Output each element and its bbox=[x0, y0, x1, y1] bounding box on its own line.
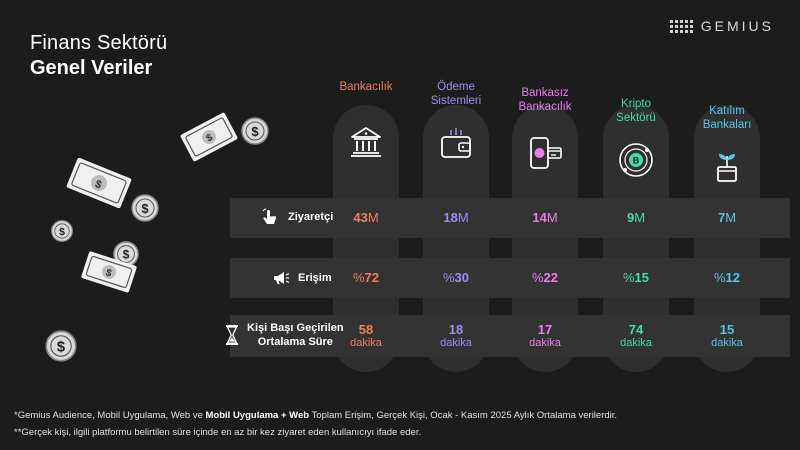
column-label-odeme-sistemleri: Ödeme Sistemleri bbox=[430, 81, 482, 107]
pointer-hand-icon bbox=[262, 208, 277, 224]
svg-text:$: $ bbox=[93, 178, 103, 191]
value: 18 bbox=[443, 210, 458, 225]
row-band-ziyaretci bbox=[230, 198, 790, 238]
coin-icon: $ bbox=[51, 220, 73, 242]
unit: dakika bbox=[529, 337, 561, 349]
banknote-icon: $ bbox=[180, 112, 238, 162]
value: 14 bbox=[532, 210, 547, 225]
svg-text:$: $ bbox=[141, 201, 149, 216]
value: 22 bbox=[543, 270, 559, 285]
reach-bankasiz-bankacilik: %22 bbox=[505, 270, 585, 285]
row-label-text-line2: Ortalama Süre bbox=[257, 336, 333, 348]
row-label-text-line1: Kişi Başı Geçirilen bbox=[247, 322, 344, 334]
visitors-kripto-sektoru: 9M bbox=[596, 210, 676, 225]
value: 9 bbox=[626, 210, 635, 225]
value: 18 bbox=[448, 322, 464, 337]
unit: M bbox=[725, 210, 737, 225]
value: 74 bbox=[628, 322, 644, 337]
svg-text:$: $ bbox=[205, 132, 215, 145]
visitors-katilim-bankalari: 7M bbox=[687, 210, 767, 225]
footnote-2: **Gerçek kişi, ilgili platformu belirtil… bbox=[14, 427, 422, 438]
unit: M bbox=[546, 210, 558, 225]
megaphone-icon bbox=[274, 272, 290, 284]
unit: dakika bbox=[350, 337, 382, 349]
unit: M bbox=[457, 210, 469, 225]
row-label-text: Ziyaretçi bbox=[288, 211, 334, 223]
row-label-erisim: Erişim bbox=[272, 270, 332, 286]
banknote-icon: $ bbox=[66, 157, 132, 209]
unit: % bbox=[622, 270, 635, 285]
wallet-icon bbox=[441, 128, 471, 158]
footnote-1-suffix: Toplam Erişim, Gerçek Kişi, Ocak - Kasım… bbox=[311, 410, 618, 421]
row-label-ziyaretci: Ziyaretçi bbox=[260, 208, 333, 226]
svg-text:$: $ bbox=[123, 248, 130, 262]
svg-text:$: $ bbox=[104, 267, 113, 279]
unit: % bbox=[442, 270, 455, 285]
reach-katilim-bankalari: %12 bbox=[687, 270, 767, 285]
bank-icon bbox=[351, 127, 381, 157]
visitors-odeme-sistemleri: 18M bbox=[416, 210, 496, 225]
duration-bankasiz-bankacilik: 17 dakika bbox=[505, 322, 585, 349]
reach-bankacilik: %72 bbox=[326, 270, 406, 285]
coin-icon: $ bbox=[241, 117, 269, 145]
svg-text:$: $ bbox=[57, 340, 65, 356]
value: 7 bbox=[717, 210, 726, 225]
svg-text:$: $ bbox=[59, 227, 65, 238]
value: 15 bbox=[634, 270, 650, 285]
unit: M bbox=[634, 210, 646, 225]
column-label-katilim-bankalari: Katılım Bankaları bbox=[702, 105, 752, 131]
visitors-bankacilik: 43M bbox=[326, 210, 406, 225]
value: 72 bbox=[364, 270, 380, 285]
coin-icon: $ bbox=[45, 330, 77, 362]
value: 43 bbox=[353, 210, 368, 225]
page-title-line2: Genel Veriler bbox=[30, 57, 153, 79]
hourglass-icon bbox=[226, 325, 238, 345]
coin-icon: $ bbox=[131, 194, 159, 222]
banknote-icon: $ bbox=[81, 251, 137, 293]
svg-text:$: $ bbox=[251, 124, 259, 139]
bitcoin-icon: B bbox=[619, 143, 653, 177]
logo-grid-icon bbox=[669, 19, 693, 33]
row-band-erisim bbox=[230, 258, 790, 298]
unit: % bbox=[352, 270, 365, 285]
column-label-bankasiz-bankacilik: Bankasız Bankacılık bbox=[518, 87, 572, 113]
value: 12 bbox=[725, 270, 741, 285]
unit: M bbox=[367, 210, 379, 225]
value: 15 bbox=[719, 322, 735, 337]
footnote-1-prefix: *Gemius Audience, Mobil Uygulama, Web ve bbox=[14, 410, 203, 421]
unit: dakika bbox=[440, 337, 472, 349]
unit: dakika bbox=[711, 337, 743, 349]
unit: % bbox=[531, 270, 544, 285]
row-label-text: Erişim bbox=[298, 272, 332, 284]
duration-katilim-bankalari: 15 dakika bbox=[687, 322, 767, 349]
svg-text:B: B bbox=[633, 156, 640, 166]
unit: % bbox=[713, 270, 726, 285]
duration-kripto-sektoru: 74 dakika bbox=[596, 322, 676, 349]
visitors-bankasiz-bankacilik: 14M bbox=[505, 210, 585, 225]
reach-odeme-sistemleri: %30 bbox=[416, 270, 496, 285]
duration-odeme-sistemleri: 18 dakika bbox=[416, 322, 496, 349]
row-band-sure bbox=[230, 315, 790, 357]
column-label-bankacilik: Bankacılık bbox=[339, 81, 393, 93]
value: 30 bbox=[454, 270, 470, 285]
footnote-1: *Gemius Audience, Mobil Uygulama, Web ve… bbox=[14, 410, 617, 421]
footnote-1-bold: Mobil Uygulama + Web bbox=[205, 410, 310, 421]
reach-kripto-sektoru: %15 bbox=[596, 270, 676, 285]
plant-box-icon bbox=[717, 154, 737, 182]
value: 58 bbox=[358, 322, 374, 337]
brand-name: GEMIUS bbox=[700, 18, 774, 34]
duration-bankacilik: 58 dakika bbox=[326, 322, 406, 349]
unit: dakika bbox=[620, 337, 652, 349]
value: 17 bbox=[537, 322, 553, 337]
mobile-payment-icon bbox=[530, 137, 562, 169]
page-title-line1: Finans Sektörü bbox=[30, 32, 168, 54]
row-label-sure: Kişi Başı Geçirilen Ortalama Süre bbox=[225, 321, 344, 349]
gemius-logo: GEMIUS bbox=[669, 18, 774, 34]
column-label-kripto-sektoru: Kripto Sektörü bbox=[616, 98, 656, 124]
